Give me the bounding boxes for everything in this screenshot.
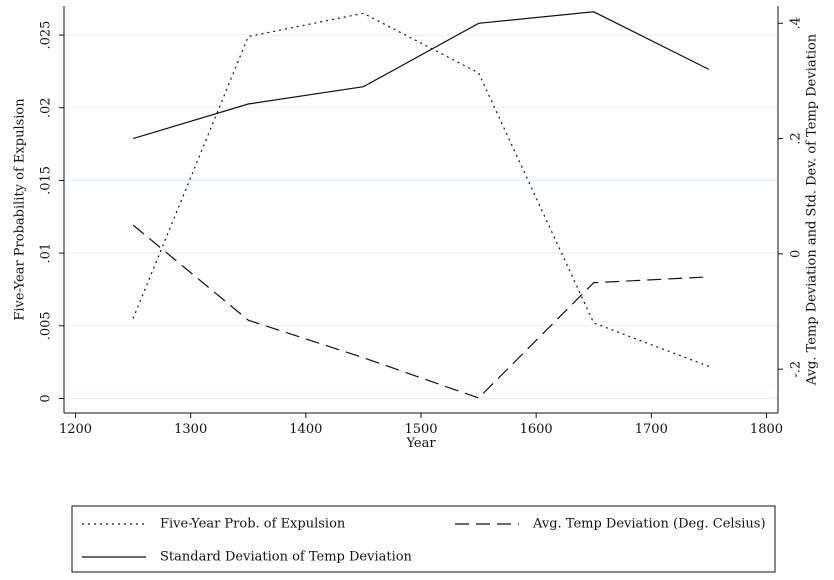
y-left-tick-label: .01 xyxy=(39,243,54,264)
y-right-tick-label: .2 xyxy=(789,132,804,144)
y-left-tick-label: .005 xyxy=(39,311,54,340)
x-tick-label: 1700 xyxy=(635,422,668,437)
y-right-tick-label: .4 xyxy=(789,17,804,29)
y-left-tick-label: 0 xyxy=(39,394,54,402)
x-tick-label: 1500 xyxy=(404,422,437,437)
x-tick-label: 1400 xyxy=(289,422,322,437)
y-right-tick-label: 0 xyxy=(789,250,804,258)
y-left-tick-label: .025 xyxy=(39,21,54,50)
y-left-tick-label: .015 xyxy=(39,166,54,195)
x-tick-label: 1600 xyxy=(520,422,553,437)
y-left-tick-label: .02 xyxy=(39,97,54,118)
x-axis-label: Year xyxy=(405,436,436,451)
legend-label: Avg. Temp Deviation (Deg. Celsius) xyxy=(532,517,766,532)
series-line-dotted xyxy=(133,13,709,366)
x-tick-label: 1200 xyxy=(59,422,92,437)
series-line-solid xyxy=(133,12,709,139)
x-tick-label: 1300 xyxy=(174,422,207,437)
x-tick-label: 1800 xyxy=(750,422,783,437)
series-line-dashed xyxy=(133,225,709,398)
y-axis-right-title: Avg. Temp Deviation and Std. Dev. of Tem… xyxy=(805,33,820,386)
y-right-tick-label: -.2 xyxy=(789,361,804,378)
y-axis-left-title: Five-Year Probability of Expulsion xyxy=(13,98,28,321)
legend-label: Standard Deviation of Temp Deviation xyxy=(160,550,413,565)
legend-label: Five-Year Prob. of Expulsion xyxy=(160,517,346,532)
